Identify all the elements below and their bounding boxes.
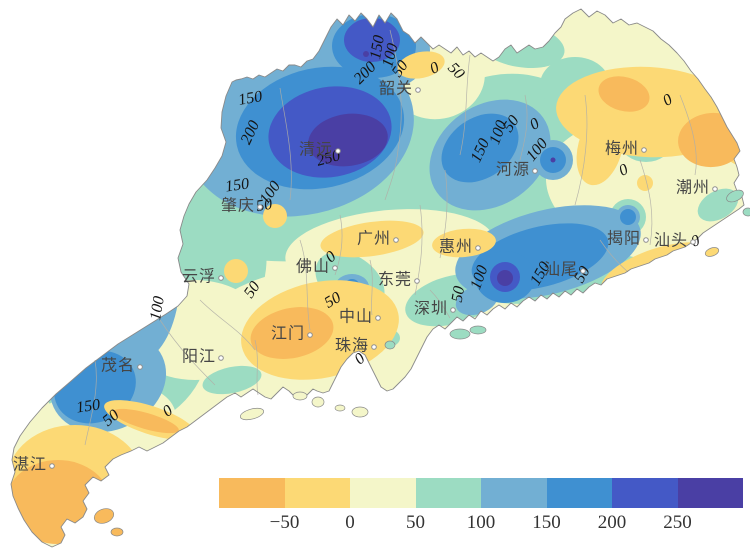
city-label-江门: 江门 <box>271 324 305 343</box>
city-marker <box>307 332 313 338</box>
city-label-韶关: 韶关 <box>379 79 413 98</box>
colorbar-segment-7 <box>612 478 678 508</box>
contour-label-50: 50 <box>449 285 469 304</box>
city-label-中山: 中山 <box>339 307 373 326</box>
city-marker <box>414 278 420 284</box>
city-marker <box>335 148 341 154</box>
colorbar-tick-200: 200 <box>597 512 627 533</box>
city-label-茂名: 茂名 <box>101 356 135 375</box>
city-marker <box>218 275 224 281</box>
city-label-汕尾: 汕尾 <box>544 260 578 279</box>
city-marker <box>532 168 538 174</box>
city-marker <box>49 463 55 469</box>
city-marker <box>371 344 377 350</box>
city-marker <box>257 204 263 210</box>
city-label-广州: 广州 <box>357 229 391 248</box>
contour-label-50: 50 <box>571 264 594 286</box>
district-boundaries <box>84 29 697 446</box>
city-label-惠州: 惠州 <box>439 237 473 256</box>
city-label-珠海: 珠海 <box>335 336 369 355</box>
city-marker <box>393 237 399 243</box>
city-label-佛山: 佛山 <box>296 257 330 276</box>
contour-label-250: 250 <box>315 147 343 170</box>
colorbar-segment-5 <box>481 478 547 508</box>
city-label-河源: 河源 <box>496 160 530 179</box>
city-marker <box>415 87 421 93</box>
city-marker <box>475 245 481 251</box>
contour-label-50: 50 <box>322 289 344 312</box>
colorbar-tick-250: 250 <box>663 512 692 533</box>
contour-label-50: 50 <box>255 196 274 216</box>
city-label-云浮: 云浮 <box>182 267 216 286</box>
city-marker <box>712 186 718 192</box>
city-marker <box>332 265 338 271</box>
islands <box>93 189 750 537</box>
city-marker <box>218 355 224 361</box>
city-label-梅州: 梅州 <box>605 139 639 158</box>
city-label-揭阳: 揭阳 <box>607 229 641 248</box>
city-label-深圳: 深圳 <box>414 299 448 318</box>
city-marker <box>643 237 649 243</box>
city-label-东莞: 东莞 <box>378 270 412 289</box>
contour-label-150: 150 <box>224 175 250 195</box>
contour-label-150: 150 <box>75 396 101 416</box>
city-label-清远: 清远 <box>299 140 333 159</box>
contour-label-50: 50 <box>241 278 264 301</box>
colorbar-segment-4 <box>415 478 481 508</box>
contour-label-150: 150 <box>367 34 388 61</box>
city-label-湛江: 湛江 <box>13 455 47 474</box>
colorbar <box>219 478 743 508</box>
city-marker <box>375 315 381 321</box>
colorbar-tick-100: 100 <box>466 512 496 533</box>
colorbar-segment-1 <box>219 478 285 508</box>
colorbar-ticks: −50 0 50 100 150 200 250 <box>219 512 743 536</box>
contour-label-100: 100 <box>379 42 402 70</box>
contour-label-150: 150 <box>237 88 264 109</box>
colorbar-tick-50: 50 <box>406 512 425 533</box>
colorbar-tick-0: 0 <box>345 512 355 533</box>
colorbar-segment-6 <box>546 478 612 508</box>
city-marker <box>580 268 586 274</box>
colorbar-segment-8 <box>677 478 743 508</box>
city-marker <box>641 147 647 153</box>
city-marker <box>137 364 143 370</box>
contour-label-100: 100 <box>147 295 168 322</box>
city-label-肇庆: 肇庆 <box>221 196 255 215</box>
city-label-汕头: 汕头 <box>654 231 688 250</box>
contour-label-50: 50 <box>500 112 523 135</box>
contour-label-50: 50 <box>389 57 412 80</box>
colorbar-segment-2 <box>284 478 350 508</box>
colorbar-segment-3 <box>350 478 416 508</box>
city-marker <box>450 307 456 313</box>
city-label-潮州: 潮州 <box>676 178 710 197</box>
city-marker <box>690 239 696 245</box>
city-label-阳江: 阳江 <box>182 347 216 366</box>
colorbar-tick-−50: −50 <box>269 512 300 533</box>
colorbar-tick-150: 150 <box>532 512 561 533</box>
